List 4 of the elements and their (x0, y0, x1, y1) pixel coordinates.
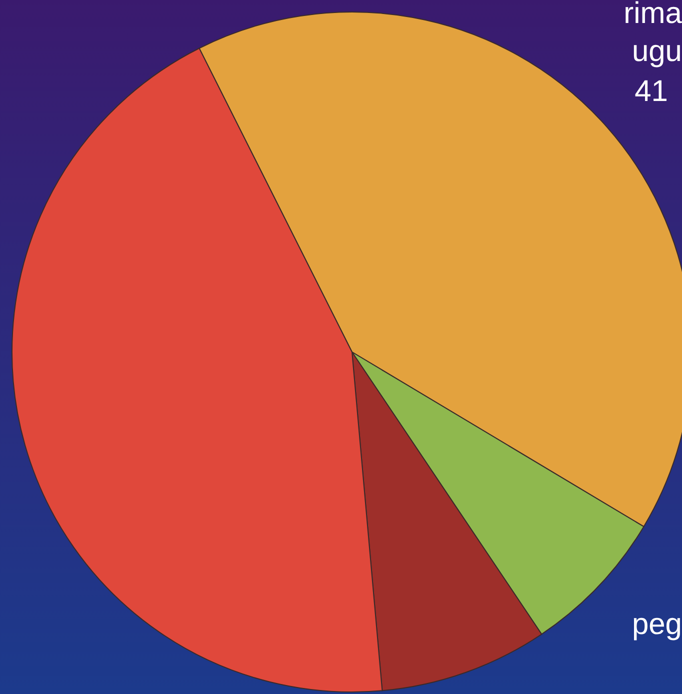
text: rima (624, 0, 682, 30)
text: 41 (634, 75, 668, 108)
text: ugu (632, 35, 682, 68)
text: peg (632, 608, 682, 641)
